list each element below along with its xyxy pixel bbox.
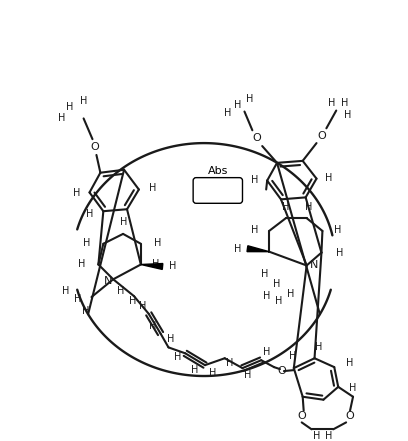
Text: H: H — [328, 97, 335, 108]
Text: H: H — [149, 183, 156, 193]
Text: H: H — [154, 238, 161, 248]
Text: O: O — [346, 411, 355, 422]
Text: H: H — [251, 225, 258, 235]
Text: H: H — [74, 294, 81, 304]
Text: H: H — [325, 172, 332, 183]
Text: H: H — [62, 286, 69, 296]
Text: H: H — [167, 333, 174, 344]
Text: H: H — [344, 110, 352, 120]
Text: H: H — [234, 100, 241, 110]
Text: H: H — [261, 269, 268, 279]
Text: H: H — [73, 188, 80, 198]
Text: H: H — [224, 108, 231, 117]
Text: O: O — [297, 411, 306, 422]
Text: H: H — [152, 259, 160, 269]
Text: H: H — [289, 351, 297, 361]
Polygon shape — [141, 264, 163, 269]
Text: H: H — [78, 259, 85, 269]
Text: H: H — [287, 289, 295, 299]
Text: H: H — [149, 321, 156, 331]
Text: H: H — [334, 225, 341, 235]
Text: H: H — [251, 175, 258, 185]
Text: O: O — [277, 366, 286, 376]
Text: H: H — [275, 296, 283, 306]
Text: H: H — [325, 431, 332, 441]
Text: H: H — [209, 368, 217, 378]
Text: H: H — [273, 279, 281, 289]
Text: H: H — [264, 348, 271, 357]
Text: H: H — [82, 306, 89, 316]
Text: H: H — [264, 291, 271, 301]
Text: N: N — [310, 261, 319, 270]
Text: H: H — [305, 202, 312, 212]
Text: H: H — [244, 370, 251, 380]
Text: H: H — [169, 262, 176, 272]
Text: H: H — [86, 209, 93, 219]
Text: H: H — [226, 358, 233, 368]
Text: H: H — [335, 248, 343, 258]
Text: O: O — [317, 131, 326, 141]
Text: H: H — [66, 101, 73, 112]
Text: H: H — [346, 358, 354, 368]
Text: N: N — [104, 276, 113, 286]
Text: H: H — [58, 113, 66, 123]
Text: Abs: Abs — [208, 166, 228, 176]
Text: H: H — [234, 244, 241, 254]
Text: H: H — [118, 286, 125, 296]
Text: H: H — [191, 365, 199, 375]
Text: H: H — [282, 202, 290, 212]
Text: H: H — [120, 217, 128, 227]
Text: H: H — [315, 342, 322, 352]
Text: H: H — [341, 97, 349, 108]
FancyBboxPatch shape — [193, 178, 242, 203]
Text: H: H — [246, 93, 253, 104]
Text: O: O — [90, 142, 99, 152]
Text: H: H — [139, 301, 146, 311]
Text: H: H — [313, 431, 320, 441]
Text: H: H — [80, 96, 87, 106]
Text: H: H — [174, 352, 181, 362]
Text: H: H — [129, 296, 137, 306]
Text: H: H — [349, 383, 357, 393]
Polygon shape — [247, 246, 269, 252]
Text: O: O — [252, 133, 261, 143]
Text: H: H — [83, 238, 90, 248]
